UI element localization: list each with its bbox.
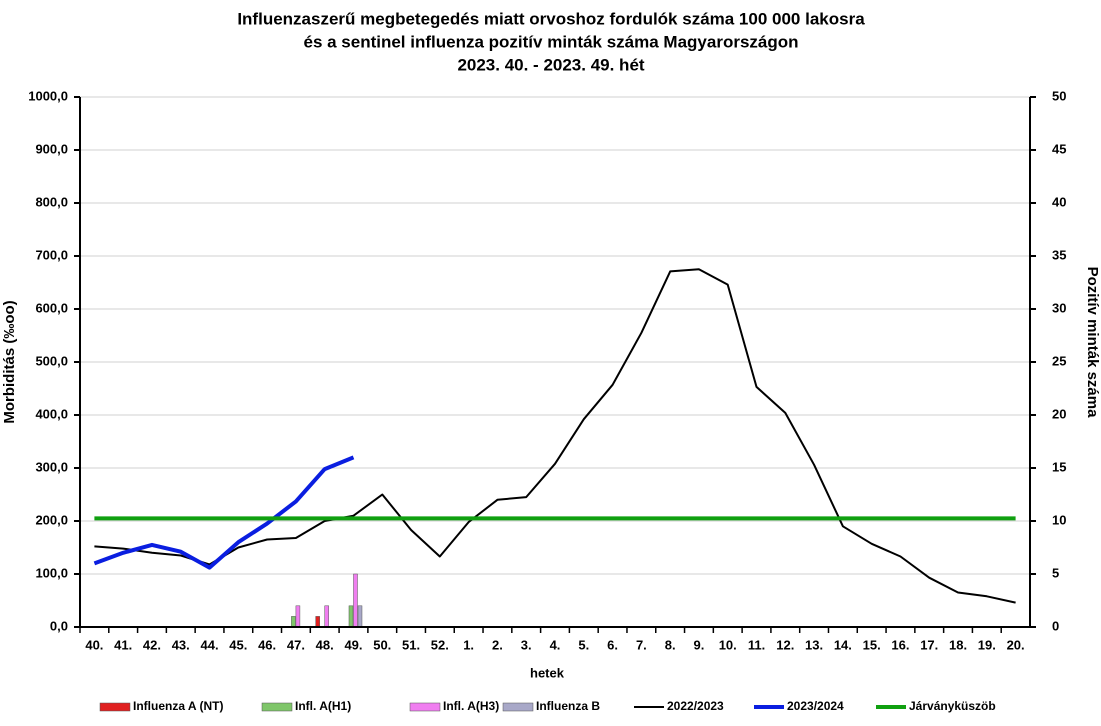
y-tick-label: 100,0 (35, 565, 68, 580)
x-tick-label: 5. (578, 637, 589, 652)
legend-label: Járványküszöb (909, 699, 996, 713)
legend-swatch (502, 702, 534, 712)
x-tick-label: 51. (402, 637, 420, 652)
x-tick-label: 7. (636, 637, 647, 652)
bar (315, 616, 320, 628)
bar (357, 605, 363, 628)
legend-swatch (409, 702, 441, 712)
y2-tick-label: 10 (1052, 512, 1066, 527)
y2-tick-label: 0 (1052, 618, 1059, 633)
legend-swatch (99, 702, 131, 712)
y-tick-label: 500,0 (35, 353, 68, 368)
x-tick-label: 6. (607, 637, 618, 652)
chart-title: és a sentinel influenza pozitív minták s… (303, 32, 798, 51)
x-tick-label: 2. (492, 637, 503, 652)
y2-tick-label: 50 (1052, 88, 1066, 103)
y-tick-label: 400,0 (35, 406, 68, 421)
x-tick-label: 1. (463, 637, 474, 652)
bar (353, 573, 358, 628)
bar (295, 605, 301, 628)
y-tick-label: 200,0 (35, 512, 68, 527)
x-tick-label: 40. (85, 637, 103, 652)
x-tick-label: 8. (665, 637, 676, 652)
x-tick-label: 44. (201, 637, 219, 652)
x-axis-label: hetek (530, 665, 565, 680)
y2-tick-label: 15 (1052, 459, 1066, 474)
legend-label: Infl. A(H3) (443, 699, 499, 713)
y2-tick-label: 40 (1052, 194, 1066, 209)
y2-axis-label: Pozitív minták száma (1084, 267, 1101, 419)
y-tick-label: 900,0 (35, 141, 68, 156)
y-tick-label: 300,0 (35, 459, 68, 474)
x-tick-label: 18. (949, 637, 967, 652)
x-tick-label: 42. (143, 637, 161, 652)
legend-label: Infl. A(H1) (295, 699, 351, 713)
x-tick-label: 17. (920, 637, 938, 652)
x-tick-label: 50. (373, 637, 391, 652)
x-tick-label: 52. (431, 637, 449, 652)
x-tick-label: 15. (863, 637, 881, 652)
x-tick-label: 46. (258, 637, 276, 652)
x-tick-label: 43. (172, 637, 190, 652)
x-tick-label: 11. (748, 637, 765, 652)
x-tick-label: 49. (344, 637, 362, 652)
x-tick-label: 45. (229, 637, 247, 652)
legend-label: 2023/2024 (787, 699, 844, 713)
legend-label: 2022/2023 (667, 699, 724, 713)
x-tick-label: 20. (1007, 637, 1025, 652)
y-tick-label: 800,0 (35, 194, 68, 209)
bar (348, 605, 354, 628)
x-tick-label: 3. (521, 637, 532, 652)
bar (291, 616, 296, 628)
x-tick-label: 19. (978, 637, 996, 652)
y2-tick-label: 35 (1052, 247, 1066, 262)
x-tick-label: 13. (805, 637, 823, 652)
y2-tick-label: 5 (1052, 565, 1059, 580)
legend-label: Influenza B (536, 699, 600, 713)
x-tick-label: 14. (834, 637, 852, 652)
y2-tick-label: 20 (1052, 406, 1066, 421)
x-tick-label: 48. (316, 637, 334, 652)
y-tick-label: 0,0 (50, 618, 68, 633)
x-tick-label: 4. (550, 637, 561, 652)
y-tick-label: 1000,0 (28, 88, 68, 103)
x-tick-label: 12. (776, 637, 794, 652)
y2-tick-label: 45 (1052, 141, 1066, 156)
bar (324, 605, 329, 628)
line-series (93, 455, 355, 570)
y-tick-label: 600,0 (35, 300, 68, 315)
x-tick-label: 10. (719, 637, 737, 652)
y-axis-label: Morbiditás (‰oo) (1, 300, 18, 423)
x-tick-label: 16. (891, 637, 909, 652)
x-tick-label: 47. (287, 637, 305, 652)
x-tick-label: 41. (114, 637, 132, 652)
legend-label: Influenza A (NT) (133, 699, 223, 713)
x-tick-label: 9. (694, 637, 705, 652)
chart-title: 2023. 40. - 2023. 49. hét (457, 55, 644, 74)
y2-tick-label: 25 (1052, 353, 1066, 368)
chart-title: Influenzaszerű megbetegedés miatt orvosh… (237, 9, 865, 28)
y2-tick-label: 30 (1052, 300, 1066, 315)
y-tick-label: 700,0 (35, 247, 68, 262)
line-series (94, 268, 1016, 604)
legend-swatch (261, 702, 293, 712)
